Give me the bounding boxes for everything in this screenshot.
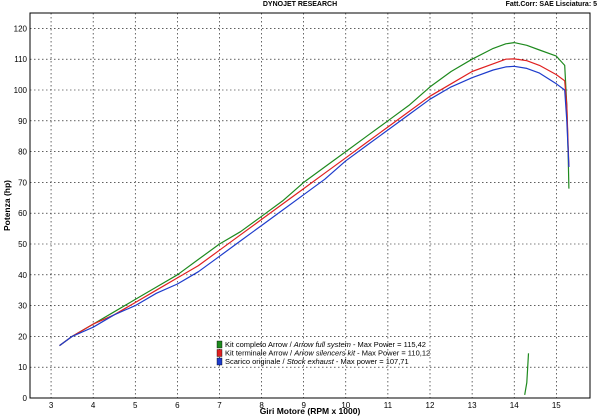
series-line-3 bbox=[524, 353, 530, 396]
legend: Kit completo Arrow / Arrow full system -… bbox=[216, 340, 430, 366]
x-tick-label: 11 bbox=[384, 401, 393, 410]
legend-swatch bbox=[216, 349, 223, 357]
y-tick-label: 10 bbox=[18, 363, 27, 372]
series-line-2 bbox=[59, 65, 570, 347]
correction-info: Fatt.Corr: SAE Lisciatura: 5 bbox=[505, 1, 597, 8]
legend-swatch bbox=[216, 340, 223, 349]
legend-entry: Kit completo Arrow / Arrow full system -… bbox=[225, 340, 426, 349]
x-axis-label: Giri Motore (RPM x 1000) bbox=[260, 406, 361, 416]
y-tick-label: 110 bbox=[14, 55, 27, 64]
chart-title: DYNOJET RESEARCH bbox=[262, 1, 338, 8]
grid bbox=[30, 13, 590, 398]
legend-entry: Kit terminale Arrow / Arrow silencers ki… bbox=[225, 349, 430, 358]
y-tick-label: 120 bbox=[14, 24, 28, 33]
x-tick-label: 8 bbox=[259, 401, 264, 410]
x-tick-label: 9 bbox=[301, 401, 306, 410]
x-tick-label: 6 bbox=[175, 401, 180, 410]
plot-frame bbox=[29, 12, 591, 399]
y-tick-label: 100 bbox=[14, 86, 28, 95]
x-tick-label: 3 bbox=[49, 401, 54, 410]
series-line-1 bbox=[59, 58, 570, 347]
tick-labels: 3 4 5 6 7 8 9 10 11 12 13 14 15 0 10 20 30 40 50 60 70 80 90 10… bbox=[14, 24, 562, 410]
x-tick-label: 10 bbox=[341, 401, 350, 410]
legend-swatch bbox=[216, 357, 223, 366]
x-tick-label: 15 bbox=[552, 401, 561, 410]
x-tick-label: 4 bbox=[91, 401, 96, 410]
y-tick-label: 70 bbox=[18, 178, 27, 187]
y-tick-label: 80 bbox=[18, 148, 27, 157]
x-tick-label: 12 bbox=[426, 401, 435, 410]
y-tick-label: 90 bbox=[18, 117, 27, 126]
x-tick-label: 5 bbox=[133, 401, 138, 410]
y-axis-label: Potenza (hp) bbox=[2, 180, 12, 231]
y-tick-label: 60 bbox=[18, 209, 27, 218]
y-tick-label: 50 bbox=[18, 240, 27, 249]
x-tick-label: 13 bbox=[468, 401, 477, 410]
legend-entry: Scarico originale / Stock exhaust - Max … bbox=[225, 357, 409, 366]
y-tick-label: 20 bbox=[18, 332, 27, 341]
y-tick-label: 0 bbox=[23, 394, 28, 403]
x-tick-label: 7 bbox=[217, 401, 222, 410]
y-tick-label: 40 bbox=[18, 271, 27, 280]
y-tick-label: 30 bbox=[18, 302, 27, 311]
x-tick-label: 14 bbox=[510, 401, 519, 410]
series-layer bbox=[59, 41, 570, 396]
series-line-0 bbox=[59, 41, 570, 347]
